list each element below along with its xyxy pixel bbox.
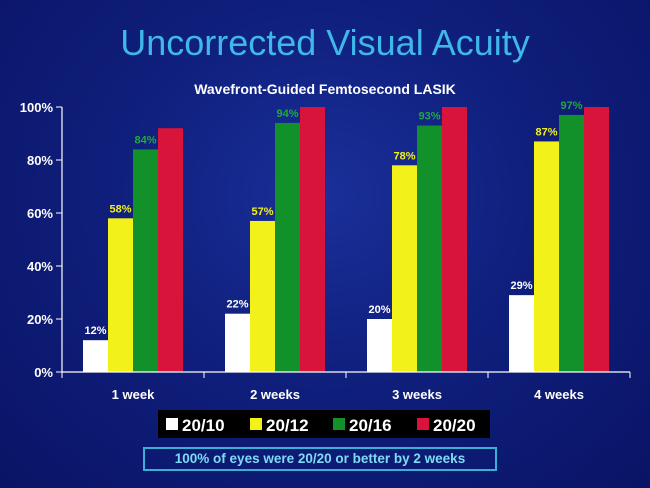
bar-20-12 [108, 218, 133, 372]
bar-20-16 [133, 149, 158, 372]
data-label: 78% [393, 150, 415, 162]
bar-20-12 [534, 141, 559, 372]
legend-label: 20/10 [182, 416, 225, 435]
bar-20-20 [158, 128, 183, 372]
legend-label: 20/12 [266, 416, 309, 435]
data-label: 97% [560, 100, 582, 112]
data-label: 94% [276, 108, 298, 120]
x-tick-label: 2 weeks [250, 387, 300, 402]
slide-title: Uncorrected Visual Acuity [120, 22, 530, 63]
bar-20-10 [367, 319, 392, 372]
legend-box [158, 410, 490, 438]
y-tick-label: 20% [27, 312, 53, 327]
bar-20-16 [417, 125, 442, 372]
bar-20-12 [250, 220, 275, 372]
bar-20-20 [584, 107, 609, 372]
bar-20-20 [300, 107, 325, 372]
data-label: 22% [226, 299, 248, 311]
y-tick-label: 80% [27, 153, 53, 168]
y-tick-label: 100% [20, 100, 54, 115]
legend-swatch [166, 418, 178, 430]
legend-swatch [333, 418, 345, 430]
data-label: 57% [251, 206, 273, 218]
data-label: 87% [535, 126, 557, 138]
data-label: 29% [510, 280, 532, 292]
bar-20-10 [509, 295, 534, 372]
footnote-box: 100% of eyes were 20/20 or better by 2 w… [143, 447, 497, 471]
plot-area: 0% 20% 40% 60% 80% 100% 1 week 2 weeks 3 weeks 4 … [20, 100, 631, 402]
data-label: 12% [84, 325, 106, 337]
bar-20-16 [559, 114, 584, 372]
legend-label: 20/20 [433, 416, 476, 435]
chart-title: Wavefront-Guided Femtosecond LASIK [194, 81, 456, 97]
legend-swatch [417, 418, 429, 430]
legend: 20/10 20/12 20/16 20/20 [158, 410, 490, 438]
data-label: 84% [134, 134, 156, 146]
legend-swatch [250, 418, 262, 430]
y-tick-label: 0% [34, 365, 53, 380]
data-label: 20% [368, 304, 390, 316]
x-tick-label: 4 weeks [534, 387, 584, 402]
legend-label: 20/16 [349, 416, 392, 435]
bar-20-10 [83, 340, 108, 372]
y-tick-label: 60% [27, 206, 53, 221]
x-tick-label: 3 weeks [392, 387, 442, 402]
data-label: 93% [418, 111, 440, 123]
bar-20-16 [275, 122, 300, 373]
bar-20-12 [392, 165, 417, 372]
data-label: 58% [109, 203, 131, 215]
x-tick-label: 1 week [112, 387, 155, 402]
y-tick-label: 40% [27, 259, 53, 274]
bar-20-20 [442, 107, 467, 372]
bar-20-10 [225, 313, 250, 372]
